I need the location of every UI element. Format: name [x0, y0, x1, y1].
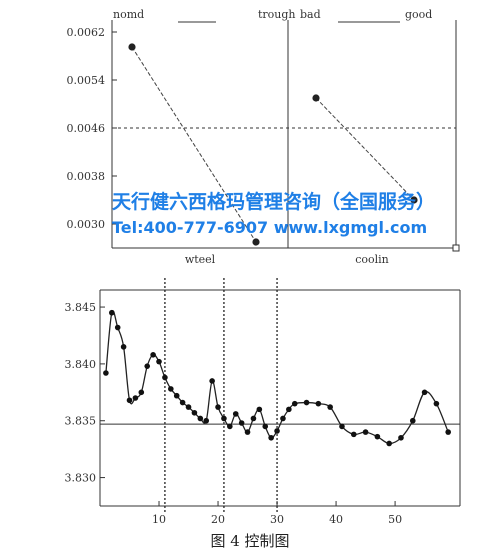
data-point [156, 358, 162, 365]
data-point [291, 400, 298, 407]
data-point [339, 423, 345, 430]
data-point [168, 386, 174, 392]
bottom-x-tick-label: 10 [152, 513, 166, 526]
bottom-y-tick-label: 3.845 [65, 301, 97, 314]
watermark-line-1: 天行健六西格玛管理咨询（全国服务） [112, 190, 435, 213]
data-point [327, 404, 333, 410]
panel-left-label: nomd [113, 8, 144, 21]
main-effect-point [312, 94, 320, 102]
top-corner-marker [452, 244, 460, 252]
data-point [221, 415, 227, 422]
data-point [409, 417, 416, 424]
panel-factor-label: wteel [185, 253, 216, 266]
data-point [303, 399, 310, 406]
top-y-tick-label: 0.0054 [67, 74, 106, 87]
data-point [185, 404, 192, 410]
data-point [238, 420, 245, 426]
panel-right-label: good [405, 8, 432, 21]
data-point [227, 423, 233, 430]
bottom-y-tick-label: 3.840 [65, 358, 97, 371]
top-y-tick-label: 0.0062 [67, 26, 106, 39]
data-point [173, 392, 180, 399]
watermark-line-2: Tel:400-777-6907 www.lxgmgl.com [112, 218, 427, 237]
bottom-y-tick-label: 3.835 [65, 415, 97, 428]
data-point [144, 363, 151, 369]
data-point [126, 397, 133, 404]
data-point [132, 395, 139, 401]
main-effect-line [315, 97, 415, 201]
top-y-tick-label: 0.0046 [67, 122, 106, 135]
panel-right-label: trough [258, 8, 296, 21]
bottom-x-tick-label: 50 [388, 513, 402, 526]
data-point [445, 429, 451, 435]
data-point [209, 378, 215, 384]
data-point [262, 423, 269, 430]
data-point [191, 409, 198, 416]
data-point [280, 415, 286, 422]
main-effect-point [128, 43, 136, 51]
data-point [362, 429, 369, 435]
main-effect-line [131, 46, 257, 243]
bottom-x-tick-label: 20 [211, 513, 225, 526]
data-point [256, 406, 263, 413]
data-point [203, 417, 210, 424]
data-point [150, 352, 156, 358]
data-point [286, 406, 292, 413]
data-point [114, 324, 121, 331]
individuals-control-chart: 3.845 3.840 3.835 3.830 10 20 30 40 50 [65, 278, 461, 526]
data-point [179, 399, 186, 406]
data-point [350, 431, 357, 438]
bottom-x-tick-label: 40 [329, 513, 343, 526]
data-point [268, 434, 274, 441]
data-point [138, 389, 145, 396]
data-point [109, 309, 115, 316]
data-point [386, 440, 392, 447]
main-effects-plot: 0.0062 0.0054 0.0046 0.0038 0.0030 nomd trough… [67, 8, 460, 266]
top-y-tick-label: 0.0038 [67, 170, 106, 183]
data-point [433, 400, 440, 407]
data-point [274, 428, 280, 434]
data-point [197, 415, 204, 422]
data-point [250, 415, 257, 422]
data-point [162, 374, 168, 381]
panel-left-label: bad [300, 8, 321, 21]
data-point [215, 404, 221, 410]
bottom-x-tick-label: 30 [270, 513, 284, 526]
data-point [103, 370, 109, 376]
data-point [120, 344, 127, 350]
panel-factor-label: coolin [355, 253, 389, 266]
top-y-tick-label: 0.0030 [67, 218, 106, 231]
data-point [244, 429, 251, 435]
data-point [421, 389, 428, 396]
series-curve [105, 310, 449, 445]
data-point [315, 400, 322, 407]
data-point [398, 434, 404, 441]
figure-caption: 图 4 控制图 [210, 532, 289, 550]
main-effect-point [410, 196, 418, 204]
data-point [374, 433, 381, 440]
bottom-y-tick-label: 3.830 [65, 472, 97, 485]
data-point [232, 411, 239, 417]
main-effect-point [252, 238, 260, 246]
